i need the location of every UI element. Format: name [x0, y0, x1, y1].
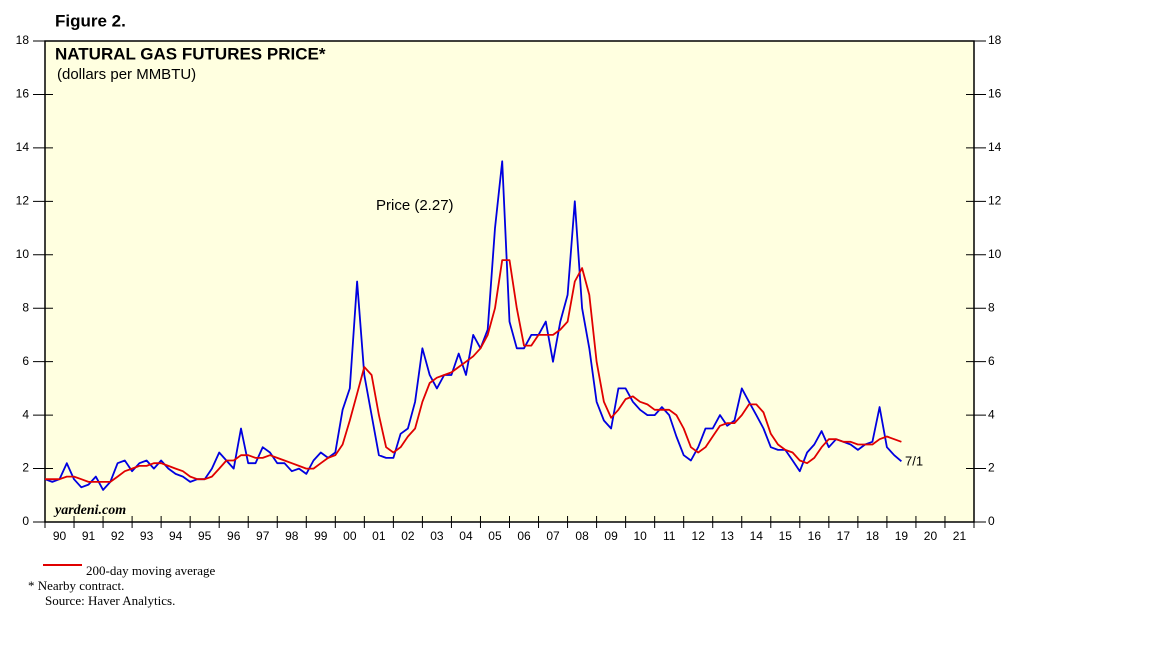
y2-tick-label: 2: [988, 461, 995, 475]
y2-tick-label: 10: [988, 247, 1002, 261]
x-tick-label: 94: [169, 529, 183, 543]
x-tick-label: 93: [140, 529, 154, 543]
legend-label: 200-day moving average: [86, 563, 215, 578]
x-tick-label: 00: [343, 529, 357, 543]
figure-label: Figure 2.: [55, 11, 126, 30]
x-tick-label: 02: [401, 529, 415, 543]
x-tick-label: 18: [866, 529, 880, 543]
x-tick-label: 06: [517, 529, 531, 543]
x-tick-label: 01: [372, 529, 386, 543]
footnote: * Nearby contract.: [28, 578, 124, 593]
x-tick-label: 10: [633, 529, 647, 543]
x-tick-label: 14: [750, 529, 764, 543]
x-tick-label: 12: [692, 529, 706, 543]
y2-tick-label: 12: [988, 194, 1002, 208]
y-tick-label: 0: [22, 514, 29, 528]
end-label: 7/1: [905, 453, 923, 468]
y2-tick-label: 8: [988, 300, 995, 314]
x-tick-label: 07: [546, 529, 560, 543]
x-tick-label: 03: [430, 529, 444, 543]
chart-title: NATURAL GAS FUTURES PRICE*: [55, 44, 326, 63]
x-tick-label: 17: [837, 529, 851, 543]
series-line: [44, 160, 902, 491]
y-tick-label: 12: [16, 194, 30, 208]
chart-subtitle: (dollars per MMBTU): [57, 66, 196, 83]
y2-tick-label: 16: [988, 87, 1002, 101]
y-tick-label: 2: [22, 461, 29, 475]
x-tick-label: 91: [82, 529, 96, 543]
x-tick-label: 21: [953, 529, 967, 543]
source: Source: Haver Analytics.: [45, 593, 175, 608]
y-tick-label: 16: [16, 87, 30, 101]
x-tick-label: 15: [779, 529, 793, 543]
y2-tick-label: 14: [988, 140, 1002, 154]
x-tick-label: 99: [314, 529, 328, 543]
x-tick-label: 08: [575, 529, 589, 543]
plot-area: [44, 40, 975, 523]
y-tick-label: 14: [16, 140, 30, 154]
y-tick-label: 4: [22, 407, 29, 421]
x-tick-label: 95: [198, 529, 212, 543]
x-tick-label: 05: [488, 529, 502, 543]
y2-tick-label: 18: [988, 33, 1002, 47]
y2-tick-label: 6: [988, 354, 995, 368]
x-tick-label: 13: [721, 529, 735, 543]
x-tick-label: 97: [256, 529, 270, 543]
x-tick-label: 90: [53, 529, 67, 543]
x-tick-label: 19: [895, 529, 909, 543]
x-tick-label: 09: [604, 529, 618, 543]
x-tick-label: 04: [459, 529, 473, 543]
y2-tick-label: 0: [988, 514, 995, 528]
y-tick-label: 8: [22, 300, 29, 314]
x-tick-label: 16: [808, 529, 822, 543]
annotation: Price (2.27): [376, 197, 454, 214]
y-tick-label: 10: [16, 247, 30, 261]
x-tick-label: 96: [227, 529, 241, 543]
series-line: [45, 259, 902, 483]
watermark: yardeni.com: [53, 503, 126, 518]
y-tick-label: 18: [16, 33, 30, 47]
y2-tick-label: 4: [988, 407, 995, 421]
y-tick-label: 6: [22, 354, 29, 368]
x-tick-label: 98: [285, 529, 299, 543]
x-tick-label: 20: [924, 529, 938, 543]
x-tick-label: 92: [111, 529, 125, 543]
x-tick-label: 11: [663, 529, 676, 543]
